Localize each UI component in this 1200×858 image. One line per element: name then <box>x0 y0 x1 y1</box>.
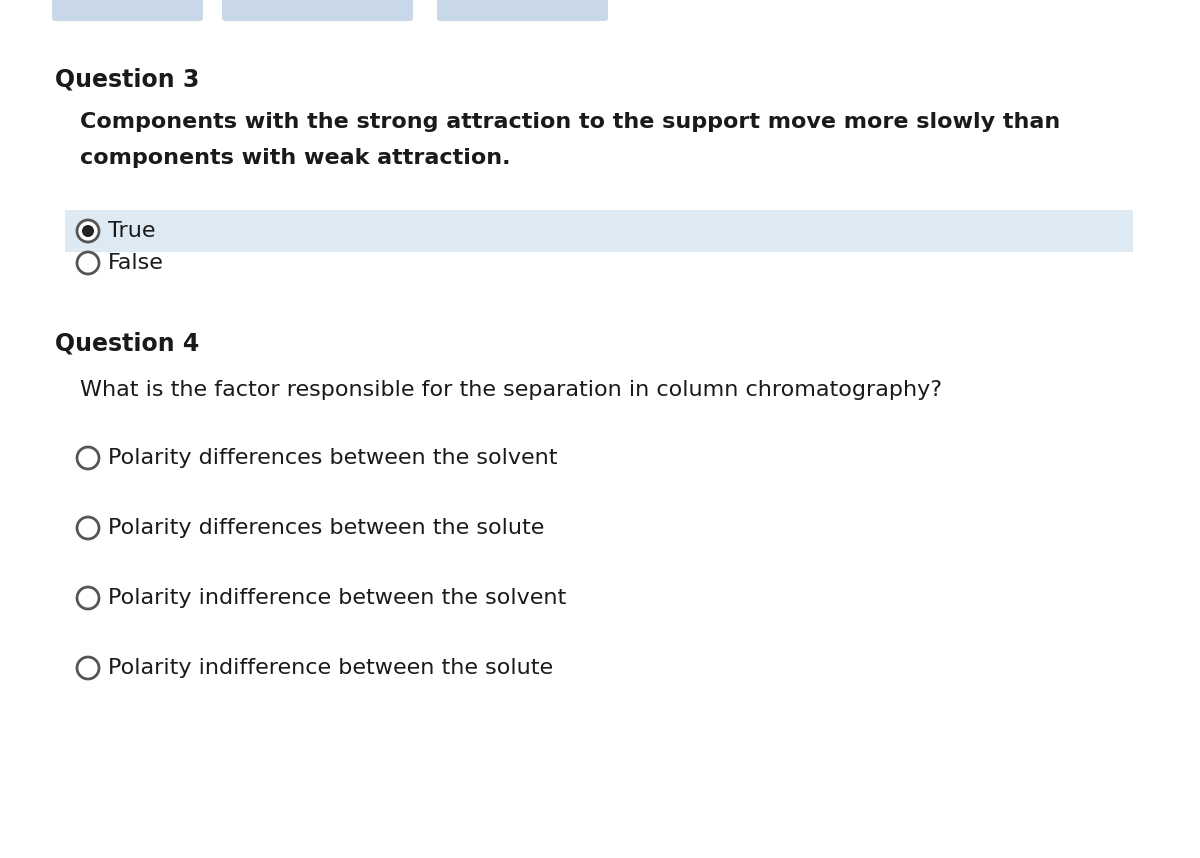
FancyBboxPatch shape <box>52 0 203 21</box>
Text: What is the factor responsible for the separation in column chromatography?: What is the factor responsible for the s… <box>80 380 942 400</box>
Circle shape <box>77 447 98 469</box>
Text: Polarity indifference between the solute: Polarity indifference between the solute <box>108 658 553 678</box>
Circle shape <box>77 220 98 242</box>
Text: components with weak attraction.: components with weak attraction. <box>80 148 510 168</box>
Text: Question 3: Question 3 <box>55 68 199 92</box>
Circle shape <box>77 657 98 679</box>
Circle shape <box>77 252 98 274</box>
FancyBboxPatch shape <box>222 0 413 21</box>
Circle shape <box>82 225 94 237</box>
Text: False: False <box>108 253 164 273</box>
Circle shape <box>77 587 98 609</box>
Text: Components with the strong attraction to the support move more slowly than: Components with the strong attraction to… <box>80 112 1061 132</box>
Text: Question 4: Question 4 <box>55 332 199 356</box>
Text: Polarity differences between the solvent: Polarity differences between the solvent <box>108 448 558 468</box>
Text: Polarity indifference between the solvent: Polarity indifference between the solven… <box>108 588 566 608</box>
Text: Polarity differences between the solute: Polarity differences between the solute <box>108 518 545 538</box>
FancyBboxPatch shape <box>437 0 608 21</box>
FancyBboxPatch shape <box>65 210 1133 252</box>
Circle shape <box>77 517 98 539</box>
Text: True: True <box>108 221 156 241</box>
